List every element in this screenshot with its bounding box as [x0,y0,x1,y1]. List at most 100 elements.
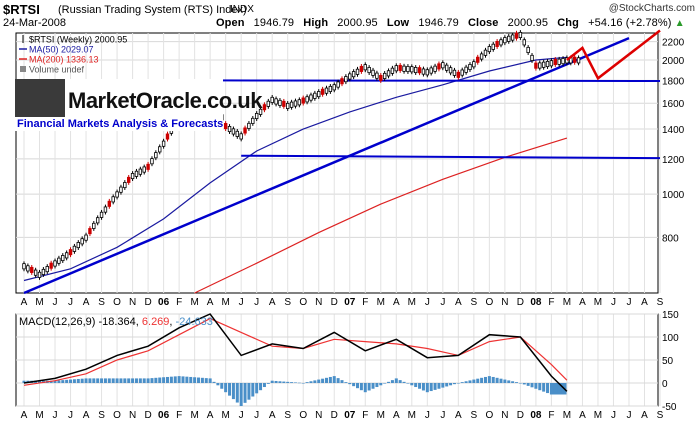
chg-label: Chg +54.16 (+2.78%) ▲ [557,17,685,29]
price-candle [88,228,92,235]
chart-symbol: $RTSI [3,2,40,17]
macd-histogram-bar [146,378,150,383]
price-x-tick-label: J [611,297,616,308]
price-x-tick-label: M [221,297,229,308]
macd-histogram-bar [309,381,313,383]
macd-x-tick-label: F [548,410,554,421]
macd-x-tick-label: J [626,410,631,421]
macd-histogram-bar [425,383,429,393]
price-candle [402,65,406,72]
price-x-tick-label: 08 [530,297,542,308]
price-candle [456,71,461,78]
price-candle [359,65,364,72]
macd-histogram-bar [22,380,26,383]
macd-histogram-bar [530,383,534,388]
macd-histogram-bar [278,381,282,383]
price-candle [161,140,166,147]
macd-histogram-bar [100,378,104,383]
price-candle [406,65,410,73]
macd-histogram-bar [293,382,297,383]
macd-x-tick-label: O [485,410,493,421]
macd-x-tick-label: O [299,410,307,421]
price-candle [258,108,263,115]
macd-x-tick-label: M [35,410,43,421]
price-candle [68,249,73,256]
price-candle [390,67,395,74]
price-candle [49,262,53,269]
macd-histogram-bar [414,383,418,388]
price-candle [231,128,236,135]
price-candle [499,39,503,46]
price-candle [464,66,468,73]
macd-histogram-bar [332,376,336,383]
logo-figure-icon [15,79,65,117]
macd-histogram-bar [324,377,328,383]
price-candle [351,71,356,78]
macd-histogram-bar [84,378,88,383]
legend-volume-swatch [20,66,26,72]
price-candle [142,166,146,173]
macd-histogram-bar [503,379,507,383]
price-x-tick-label: O [299,297,307,308]
price-tick-label: 1600 [662,99,685,110]
price-candle [336,81,340,88]
price-candle [305,96,309,103]
macd-histogram-bar [480,377,484,383]
price-x-tick-label: A [83,297,90,308]
macd-x-tick-label: J [53,410,58,421]
price-candle [491,43,495,50]
price-candle [227,126,232,133]
price-candle [61,255,65,262]
price-candle [119,186,123,193]
price-candle [553,58,557,65]
macd-histogram-bar [410,383,414,386]
macd-x-tick-label: J [239,410,244,421]
price-candle [254,112,259,120]
macd-histogram-bar [515,382,519,383]
price-candle [429,67,433,74]
price-candle [495,40,499,47]
price-candle [80,238,84,245]
price-candle [64,252,69,259]
legend-volume: Volume undef [29,65,85,75]
price-candle [417,67,422,74]
price-candle [45,266,49,273]
price-candle [541,61,546,68]
price-candle [452,69,457,76]
macd-x-tick-label: A [455,410,462,421]
macd-histogram-bar [193,377,197,383]
macd-x-tick-label: A [393,410,400,421]
macd-histogram-bar [495,377,499,383]
price-x-tick-label: A [579,297,586,308]
price-x-tick-label: S [98,297,105,308]
macd-tick-label: -50 [662,402,677,413]
price-candle [99,211,104,218]
price-candle [270,96,274,103]
macd-histogram-bar [297,382,301,384]
price-x-tick-label: F [362,297,368,308]
price-x-tick-label: O [113,297,121,308]
price-x-tick-label: S [657,297,664,308]
macd-x-tick-label: M [377,410,385,421]
price-candle [309,94,313,101]
price-x-tick-label: A [393,297,400,308]
legend-price: $RTSI (Weekly) 2000.95 [29,35,127,45]
open-value: 1946.79 [253,17,295,29]
price-x-tick-label: F [548,297,554,308]
price-candle [154,152,158,159]
macd-histogram-bar [216,383,220,386]
price-candle [530,54,534,61]
macd-x-tick-label: D [331,410,338,421]
macd-histogram-bar [197,377,201,383]
price-tick-label: 1400 [662,125,685,136]
price-tick-label: 1200 [662,155,685,166]
macd-histogram-bar [398,380,402,383]
macd-histogram-bar [472,379,476,383]
macd-histogram-bar [169,376,173,383]
legend-ma50: MA(50) 2029.07 [29,45,94,55]
macd-histogram-bar [290,382,294,383]
price-candle [433,65,437,72]
price-candle [487,46,492,53]
price-candle [317,91,321,98]
macd-histogram-bar [348,383,352,385]
